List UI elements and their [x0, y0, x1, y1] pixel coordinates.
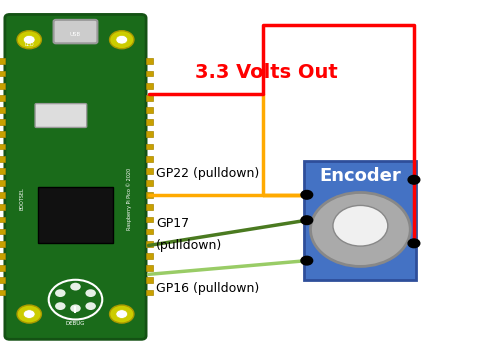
Circle shape — [55, 289, 66, 297]
Bar — [146, 253, 153, 259]
Circle shape — [17, 31, 41, 49]
Text: BOOTSEL: BOOTSEL — [19, 187, 24, 210]
Circle shape — [301, 191, 313, 199]
Bar — [0, 192, 5, 198]
Bar — [146, 144, 153, 149]
Bar — [0, 144, 5, 149]
Circle shape — [23, 310, 35, 318]
FancyBboxPatch shape — [38, 187, 113, 243]
Circle shape — [55, 302, 66, 310]
Bar — [0, 71, 5, 77]
Text: GP17: GP17 — [156, 217, 189, 230]
Circle shape — [301, 216, 313, 225]
Bar — [146, 58, 153, 64]
FancyBboxPatch shape — [54, 20, 97, 43]
Bar — [0, 253, 5, 259]
Bar — [0, 217, 5, 222]
Bar — [0, 265, 5, 271]
Bar — [0, 180, 5, 186]
Circle shape — [116, 310, 128, 318]
Circle shape — [23, 35, 35, 44]
Bar — [146, 290, 153, 295]
Text: LED: LED — [24, 42, 34, 47]
Bar — [0, 131, 5, 137]
Text: USB: USB — [70, 32, 81, 38]
Bar — [146, 119, 153, 125]
Bar — [0, 204, 5, 210]
Bar — [0, 168, 5, 174]
Circle shape — [110, 31, 134, 49]
Bar — [0, 107, 5, 113]
Bar — [146, 83, 153, 88]
Bar — [146, 192, 153, 198]
Bar — [146, 204, 153, 210]
Circle shape — [116, 35, 128, 44]
Circle shape — [17, 305, 41, 323]
Bar — [0, 241, 5, 247]
Bar — [146, 71, 153, 77]
Text: (pulldown): (pulldown) — [156, 239, 222, 252]
Bar — [0, 277, 5, 283]
Bar — [0, 229, 5, 235]
Circle shape — [70, 304, 81, 312]
Bar — [0, 58, 5, 64]
Bar — [146, 131, 153, 137]
Bar — [146, 217, 153, 222]
Circle shape — [408, 239, 420, 248]
Circle shape — [110, 305, 134, 323]
Bar — [0, 290, 5, 295]
FancyBboxPatch shape — [35, 104, 87, 127]
Bar — [146, 180, 153, 186]
Bar — [0, 83, 5, 88]
Circle shape — [333, 205, 388, 246]
Bar — [146, 241, 153, 247]
Text: Raspberry Pi Pico © 2020: Raspberry Pi Pico © 2020 — [126, 168, 132, 230]
Circle shape — [408, 175, 420, 184]
Circle shape — [85, 289, 96, 297]
Circle shape — [70, 283, 81, 291]
FancyBboxPatch shape — [5, 14, 146, 339]
Bar — [0, 156, 5, 161]
Circle shape — [85, 302, 96, 310]
Text: DEBUG: DEBUG — [66, 321, 85, 326]
Text: GP22 (pulldown): GP22 (pulldown) — [156, 167, 259, 180]
Bar — [0, 95, 5, 101]
FancyBboxPatch shape — [304, 161, 416, 280]
Bar — [146, 168, 153, 174]
Bar — [146, 265, 153, 271]
Bar — [146, 107, 153, 113]
Text: Encoder: Encoder — [319, 167, 401, 185]
Bar — [146, 95, 153, 101]
Circle shape — [301, 256, 313, 265]
Bar — [0, 119, 5, 125]
Bar — [146, 229, 153, 235]
Circle shape — [311, 192, 410, 266]
Bar — [146, 277, 153, 283]
Text: 3.3 Volts Out: 3.3 Volts Out — [195, 63, 337, 82]
Bar — [146, 156, 153, 161]
Text: GP16 (pulldown): GP16 (pulldown) — [156, 282, 259, 295]
